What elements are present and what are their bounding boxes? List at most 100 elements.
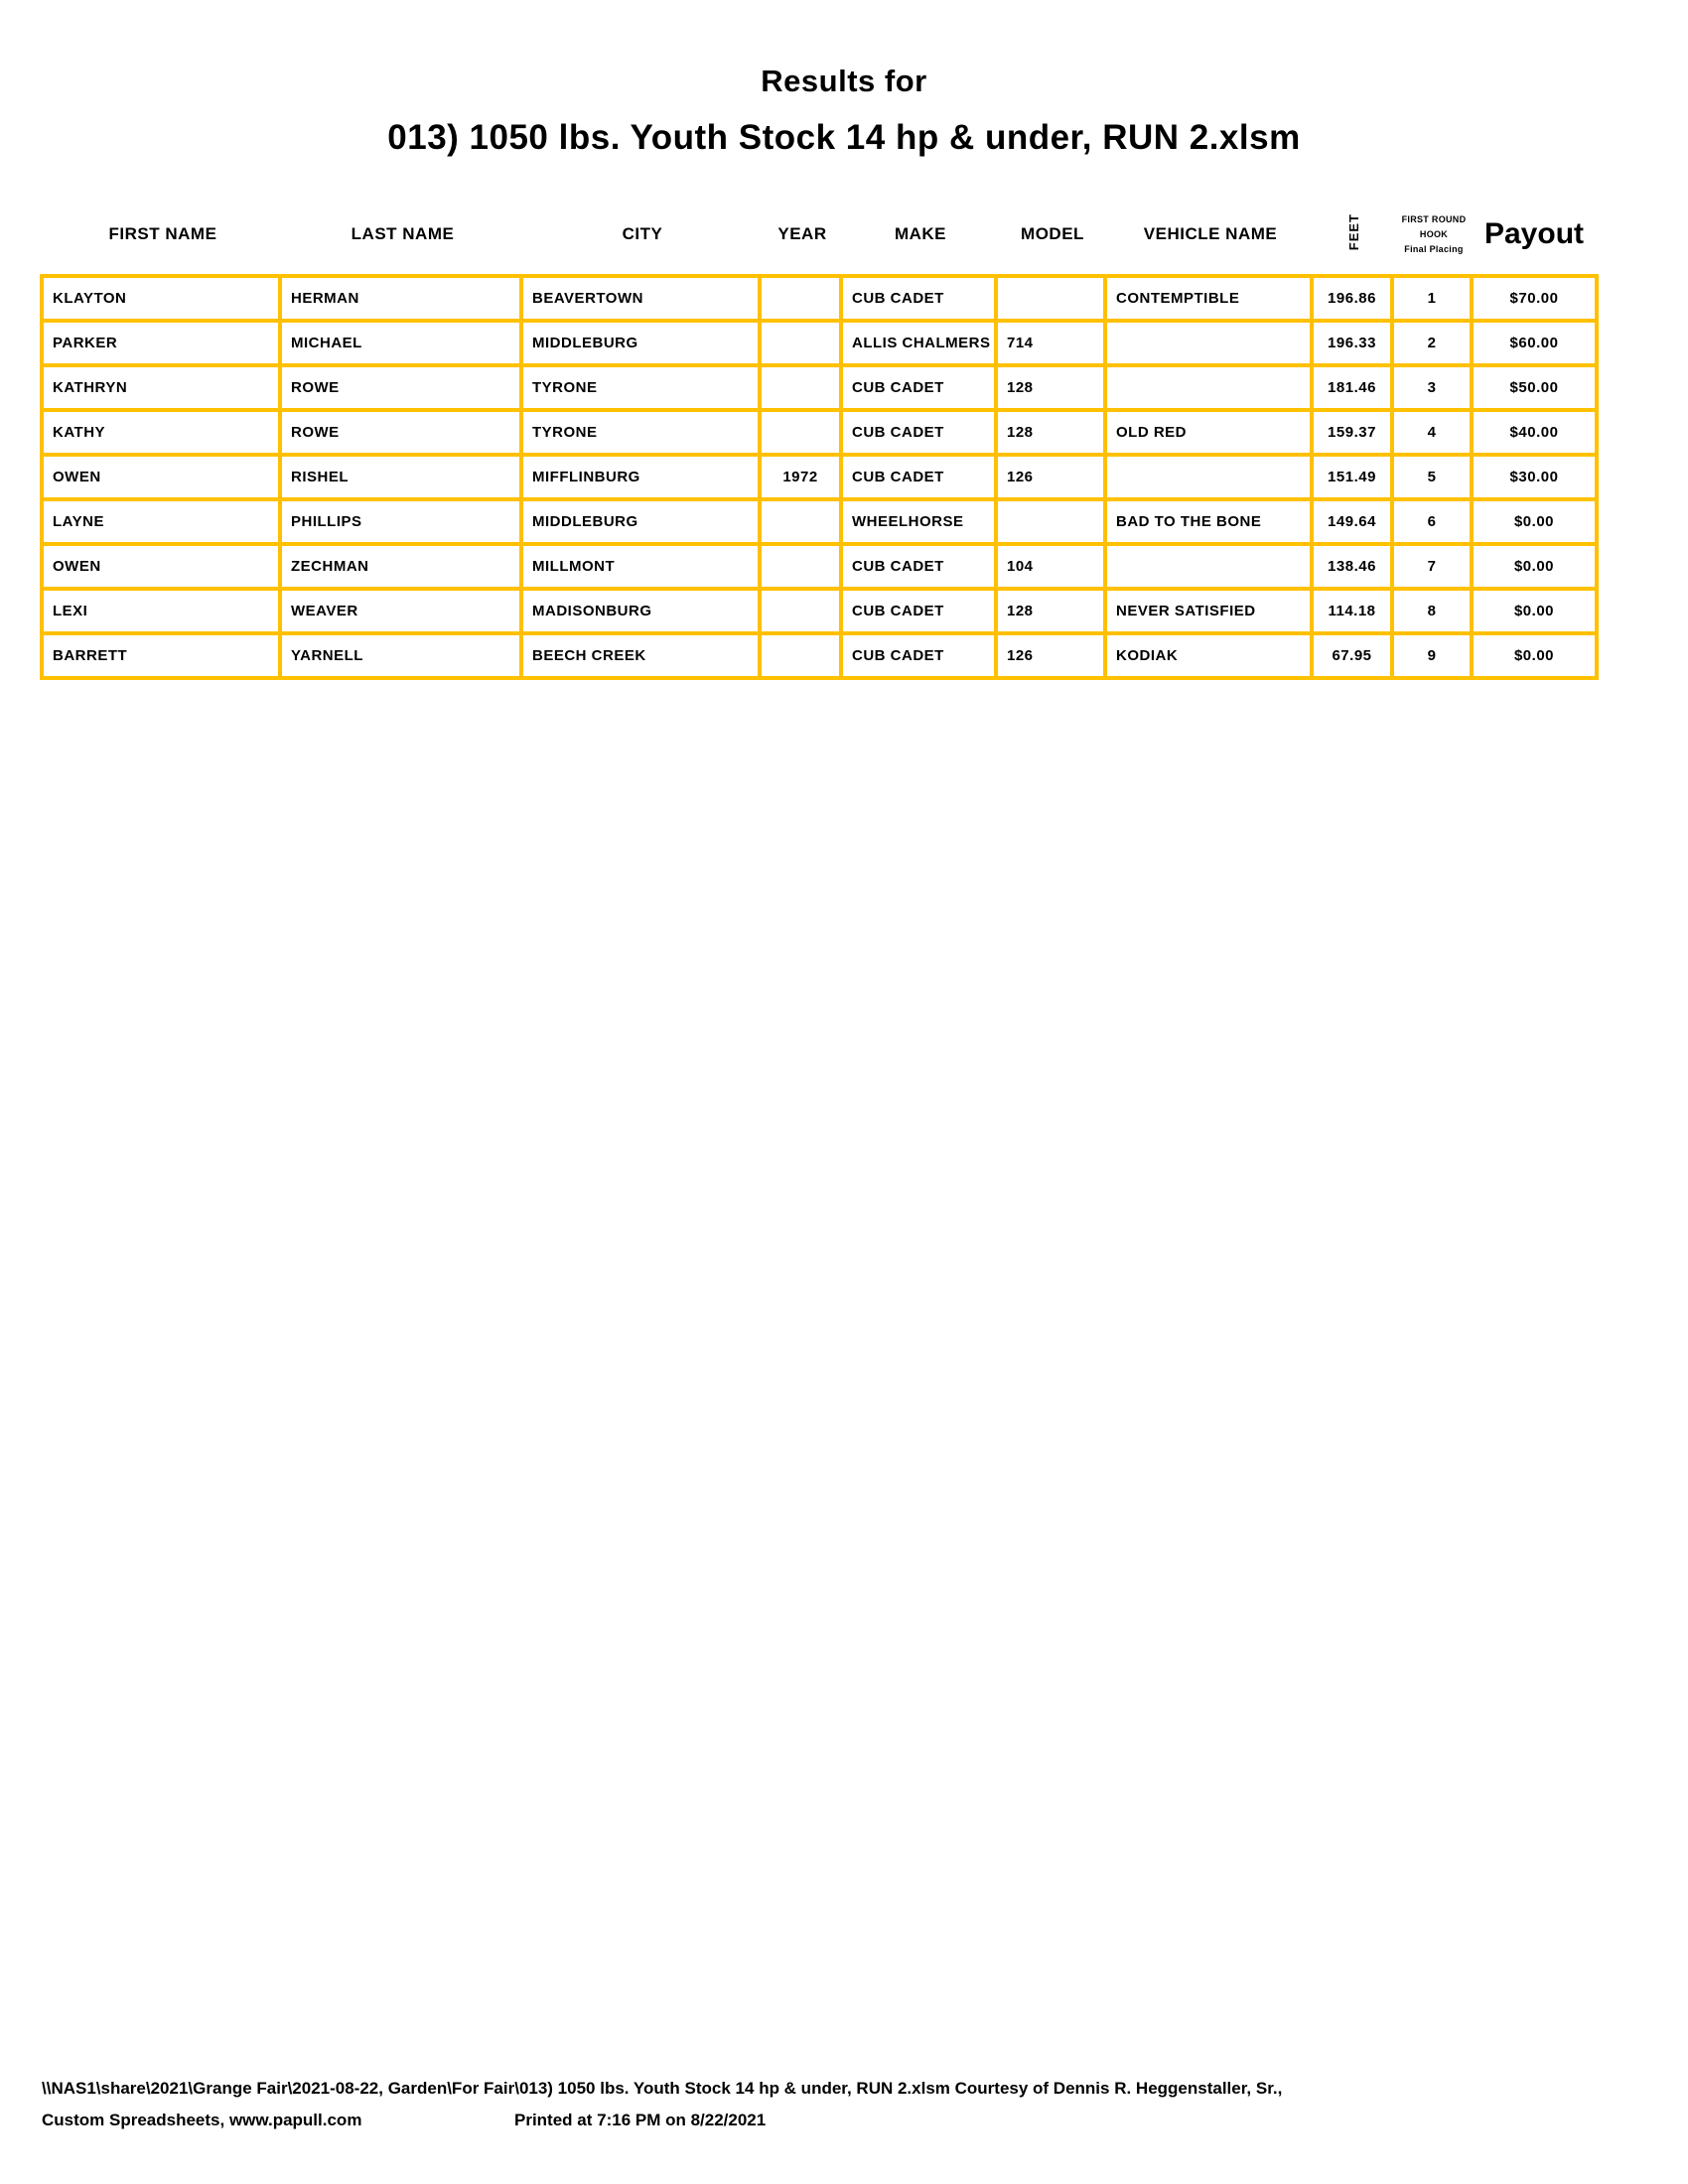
- col-header-year: YEAR: [777, 224, 827, 243]
- table-cell: 4: [1394, 412, 1474, 457]
- table-cell: 1: [1394, 278, 1474, 323]
- page-title: Results for: [761, 64, 927, 98]
- table-cell: CUB CADET: [843, 412, 998, 457]
- table-cell: OWEN: [44, 546, 282, 591]
- table-cell: HERMAN: [282, 278, 523, 323]
- table-cell: [762, 412, 843, 457]
- table-cell: ZECHMAN: [282, 546, 523, 591]
- table-cell: 1972: [762, 457, 843, 501]
- table-cell: MIFFLINBURG: [523, 457, 762, 501]
- table-cell: 196.86: [1314, 278, 1394, 323]
- footer-printed-timestamp: Printed at 7:16 PM on 8/22/2021: [514, 2111, 767, 2129]
- table-cell: 5: [1394, 457, 1474, 501]
- col-header-payout: Payout: [1483, 217, 1585, 250]
- table-cell: MADISONBURG: [523, 591, 762, 635]
- table-cell: KATHY: [44, 412, 282, 457]
- table-cell: 149.64: [1314, 501, 1394, 546]
- table-cell: 128: [998, 412, 1107, 457]
- table-cell: BAD TO THE BONE: [1107, 501, 1314, 546]
- table-cell: MIDDLEBURG: [523, 501, 762, 546]
- table-cell: 138.46: [1314, 546, 1394, 591]
- table-cell: [1107, 367, 1314, 412]
- table-cell: CUB CADET: [843, 591, 998, 635]
- footer-file-path: \\NAS1\share\2021\Grange Fair\2021-08-22…: [42, 2079, 1283, 2098]
- col-header-first-name: FIRST NAME: [108, 224, 217, 243]
- table-cell: 3: [1394, 367, 1474, 412]
- feet-rotated-label: FEET: [1346, 212, 1361, 251]
- table-cell: 714: [998, 323, 1107, 367]
- table-cell: CONTEMPTIBLE: [1107, 278, 1314, 323]
- hook-header-line1: FIRST ROUND: [1401, 213, 1467, 224]
- hook-header-line2: HOOK: [1419, 228, 1449, 239]
- footer-credits-left: Custom Spreadsheets, www.papull.com: [42, 2111, 362, 2129]
- table-cell: CUB CADET: [843, 635, 998, 680]
- table-cell: 7: [1394, 546, 1474, 591]
- table-cell: LEXI: [44, 591, 282, 635]
- table-cell: 104: [998, 546, 1107, 591]
- table-cell: 114.18: [1314, 591, 1394, 635]
- table-cell: WEAVER: [282, 591, 523, 635]
- table-cell: 128: [998, 367, 1107, 412]
- table-cell: RISHEL: [282, 457, 523, 501]
- table-cell: 6: [1394, 501, 1474, 546]
- col-header-last-name: LAST NAME: [351, 224, 455, 243]
- table-cell: 128: [998, 591, 1107, 635]
- table-cell: 151.49: [1314, 457, 1394, 501]
- table-cell: $0.00: [1474, 635, 1595, 680]
- table-cell: [1107, 546, 1314, 591]
- page-subtitle: 013) 1050 lbs. Youth Stock 14 hp & under…: [387, 118, 1301, 157]
- table-cell: 159.37: [1314, 412, 1394, 457]
- table-cell: ROWE: [282, 412, 523, 457]
- table-header-row: FIRST NAME LAST NAME CITY YEAR MAKE MODE…: [44, 197, 1595, 272]
- table-cell: $0.00: [1474, 501, 1595, 546]
- table-cell: [998, 278, 1107, 323]
- table-cell: YARNELL: [282, 635, 523, 680]
- table-cell: TYRONE: [523, 412, 762, 457]
- table-cell: 126: [998, 635, 1107, 680]
- col-header-make: MAKE: [894, 224, 947, 243]
- table-cell: NEVER SATISFIED: [1107, 591, 1314, 635]
- table-cell: [762, 323, 843, 367]
- col-header-model: MODEL: [1021, 224, 1084, 243]
- table-cell: $0.00: [1474, 591, 1595, 635]
- table-cell: WHEELHORSE: [843, 501, 998, 546]
- table-cell: [762, 501, 843, 546]
- table-cell: BARRETT: [44, 635, 282, 680]
- table-cell: PHILLIPS: [282, 501, 523, 546]
- table-cell: 2: [1394, 323, 1474, 367]
- table-cell: 196.33: [1314, 323, 1394, 367]
- table-cell: MICHAEL: [282, 323, 523, 367]
- col-header-city: CITY: [622, 224, 663, 243]
- table-cell: [1107, 457, 1314, 501]
- table-cell: CUB CADET: [843, 546, 998, 591]
- table-cell: $60.00: [1474, 323, 1595, 367]
- table-cell: $50.00: [1474, 367, 1595, 412]
- table-cell: 67.95: [1314, 635, 1394, 680]
- results-table-body: KLAYTON HERMAN BEAVERTOWN CUB CADET CONTEMPT…: [40, 274, 1599, 680]
- col-header-feet: FEET: [1314, 213, 1394, 255]
- hook-header-line3: Final Placing: [1404, 243, 1464, 254]
- table-cell: OWEN: [44, 457, 282, 501]
- table-cell: [762, 367, 843, 412]
- table-cell: 126: [998, 457, 1107, 501]
- table-cell: CUB CADET: [843, 278, 998, 323]
- col-header-vehicle-name: VEHICLE NAME: [1143, 224, 1278, 243]
- table-cell: [762, 635, 843, 680]
- table-cell: CUB CADET: [843, 457, 998, 501]
- table-cell: OLD RED: [1107, 412, 1314, 457]
- table-cell: $40.00: [1474, 412, 1595, 457]
- table-cell: 8: [1394, 591, 1474, 635]
- table-cell: [1107, 323, 1314, 367]
- table-cell: ALLIS CHALMERS: [843, 323, 998, 367]
- table-cell: [998, 501, 1107, 546]
- table-cell: KODIAK: [1107, 635, 1314, 680]
- table-cell: CUB CADET: [843, 367, 998, 412]
- table-cell: 9: [1394, 635, 1474, 680]
- table-cell: [762, 278, 843, 323]
- table-cell: PARKER: [44, 323, 282, 367]
- table-cell: KATHRYN: [44, 367, 282, 412]
- table-cell: $70.00: [1474, 278, 1595, 323]
- table-cell: MILLMONT: [523, 546, 762, 591]
- table-cell: 181.46: [1314, 367, 1394, 412]
